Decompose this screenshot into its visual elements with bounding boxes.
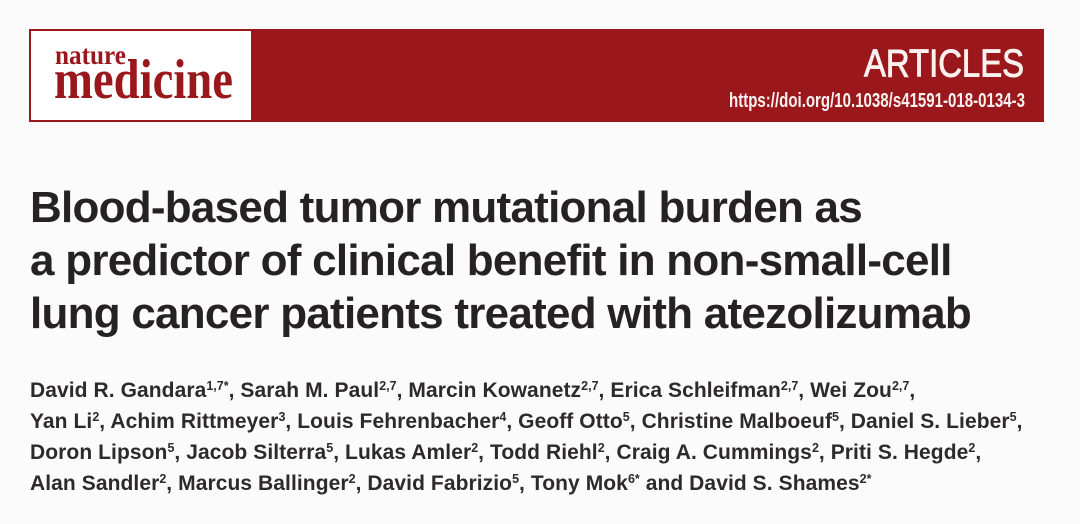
- svg-text:ARTICLES: ARTICLES: [864, 43, 1024, 86]
- svg-text:medicine: medicine: [54, 49, 233, 111]
- svg-text:nature: nature: [55, 40, 126, 70]
- svg-text:https://doi.org/10.1038/s41591: https://doi.org/10.1038/s41591-018-0134-…: [729, 89, 1025, 112]
